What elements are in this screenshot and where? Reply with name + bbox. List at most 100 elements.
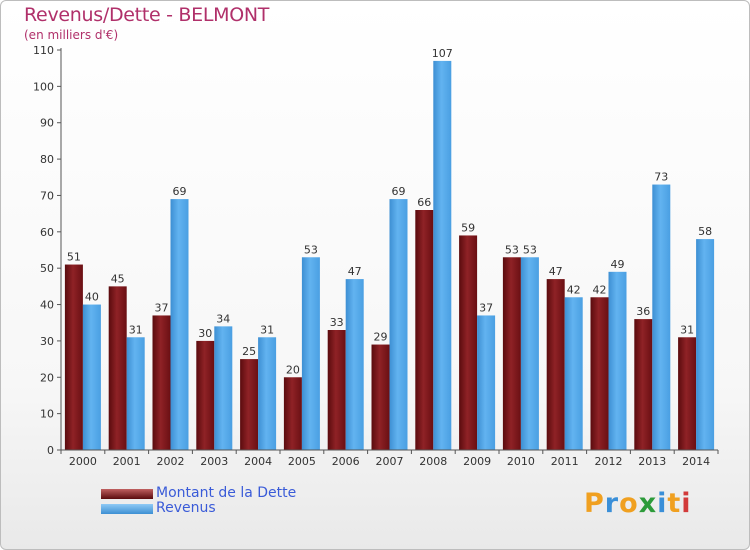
x-tick-label: 2002 [157,455,185,468]
value-label-debt: 66 [417,196,431,209]
value-label-revenue: 34 [216,312,230,325]
y-tick-label: 10 [40,408,54,421]
value-label-debt: 29 [374,331,388,344]
value-label-revenue: 37 [479,301,493,314]
bar-revenue [345,279,364,450]
x-tick-label: 2013 [638,455,666,468]
y-tick-label: 0 [47,444,54,457]
x-tick-label: 2009 [463,455,491,468]
x-tick-label: 2011 [551,455,579,468]
value-label-revenue: 49 [611,258,625,271]
bar-revenue [82,304,101,450]
bar-debt [64,264,83,450]
logo-letter: i [681,488,692,519]
logo-letter: i [657,488,668,519]
logo-letter: x [638,488,658,519]
bar-debt [283,377,302,450]
bar-debt [546,279,565,450]
x-tick-label: 2001 [113,455,141,468]
x-tick-label: 2000 [69,455,97,468]
logo-letter: P [584,488,605,519]
bar-debt [152,315,171,450]
legend-swatch-revenue [101,504,153,514]
value-label-debt: 33 [330,316,344,329]
bar-debt [634,319,653,450]
x-tick-label: 2005 [288,455,316,468]
value-label-revenue: 31 [260,323,274,336]
y-tick-label: 100 [33,80,54,93]
value-label-revenue: 40 [85,291,99,304]
value-label-revenue: 53 [304,243,318,256]
value-label-revenue: 47 [348,265,362,278]
bar-revenue [258,337,277,450]
bar-debt [327,330,346,450]
bar-revenue [214,326,233,450]
value-label-revenue: 58 [698,225,712,238]
value-label-revenue: 107 [432,47,453,60]
value-label-debt: 37 [155,301,169,314]
bar-revenue [608,271,627,450]
value-label-revenue: 73 [654,171,668,184]
value-label-debt: 20 [286,363,300,376]
bar-debt [459,235,478,450]
bar-revenue [520,257,539,450]
bar-debt [415,210,434,450]
x-tick-label: 2012 [595,455,623,468]
chart-subtitle: (en milliers d'€) [24,28,119,42]
logo-letter: r [604,488,620,519]
value-label-revenue: 69 [392,185,406,198]
y-tick-label: 20 [40,371,54,384]
value-label-debt: 25 [242,345,256,358]
y-tick-label: 110 [33,44,54,57]
value-label-revenue: 31 [129,323,143,336]
legend-label-revenue: Revenus [156,500,216,516]
logo-letter: o [619,488,639,519]
bar-revenue [433,60,452,451]
bar-revenue [301,257,320,450]
x-tick-label: 2004 [244,455,272,468]
x-tick-label: 2007 [376,455,404,468]
bar-revenue [389,199,408,450]
bar-debt [240,359,259,450]
bar-revenue [652,184,671,450]
value-label-debt: 30 [198,327,212,340]
value-label-debt: 47 [549,265,563,278]
bar-debt [371,344,390,450]
legend-swatch-debt [101,489,153,499]
y-tick-label: 40 [40,299,54,312]
x-tick-label: 2008 [419,455,447,468]
value-label-debt: 59 [461,221,475,234]
bar-revenue [696,239,715,450]
value-label-debt: 45 [111,272,125,285]
y-tick-label: 70 [40,189,54,202]
y-tick-label: 60 [40,226,54,239]
y-tick-label: 80 [40,153,54,166]
x-tick-label: 2003 [200,455,228,468]
value-label-revenue: 53 [523,243,537,256]
bar-debt [590,297,609,450]
value-label-revenue: 42 [567,283,581,296]
bar-revenue [564,297,583,450]
bar-revenue [126,337,145,450]
bar-revenue [170,199,189,450]
bar-debt [678,337,697,450]
x-tick-label: 2010 [507,455,535,468]
bar-revenue [477,315,496,450]
value-label-debt: 31 [680,323,694,336]
y-tick-label: 50 [40,262,54,275]
y-tick-label: 30 [40,335,54,348]
value-label-debt: 36 [636,305,650,318]
value-label-debt: 53 [505,243,519,256]
proxiti-logo: Proxiti [584,488,692,519]
x-tick-label: 2014 [682,455,710,468]
x-tick-label: 2006 [332,455,360,468]
value-label-debt: 51 [67,251,81,264]
value-label-debt: 42 [593,283,607,296]
chart-title: Revenus/Dette - BELMONT [24,4,270,26]
bar-debt [502,257,521,450]
logo-letter: t [667,488,682,519]
y-tick-label: 90 [40,117,54,130]
legend-label-debt: Montant de la Dette [156,485,297,501]
value-label-revenue: 69 [173,185,187,198]
